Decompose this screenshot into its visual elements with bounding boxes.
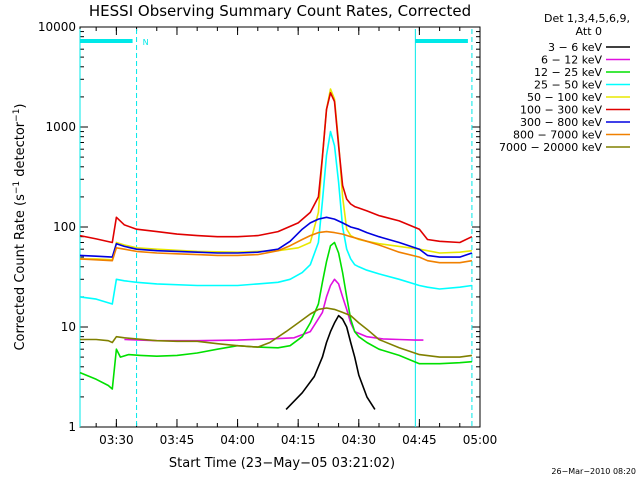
plot-frame [79,26,481,428]
x-tick-label: 04:45 [402,433,437,447]
x-tick-label: 03:30 [99,433,134,447]
x-tick-label: 05:00 [463,433,498,447]
series-line [285,314,376,410]
series-line [79,92,473,244]
series-line [124,278,424,342]
y-axis-label: Corrected Count Rate (s−1 detector−1) [12,103,28,350]
x-tick-label: 04:15 [281,433,316,447]
chart-title: HESSI Observing Summary Count Rates, Cor… [89,2,471,20]
legend-label: 7000 − 20000 keV [499,141,602,154]
series-line [79,130,473,305]
y-label-mid: detector [13,121,28,181]
y-tick-label: 1000 [45,120,76,134]
y-tick-label: 100 [53,220,76,234]
y-label-sup-1: −1 [12,181,22,194]
y-tick-label: 10000 [38,20,76,34]
legend-label: 12 − 25 keV [534,66,602,79]
legend-label: 100 − 300 keV [520,104,602,117]
legend-label: 800 − 7000 keV [513,129,602,142]
y-label-sup-2: −1 [12,109,22,122]
x-tick-labels: 03:30 03:45 04:00 04:15 04:30 04:45 05:00 [99,433,497,447]
series-line [80,88,472,261]
legend-label: 50 − 100 keV [527,91,602,104]
legend-label: 6 − 12 keV [541,54,602,67]
x-tick-label: 03:45 [160,433,195,447]
series-line [79,230,473,264]
legend-header-detectors: Det 1,3,4,5,6,9, [544,12,630,25]
night-markers: N [79,29,473,427]
series-line [80,307,473,358]
series-line [79,241,472,390]
legend-header-attenuator: Att 0 [576,25,602,38]
y-tick-labels: 1 10 100 1000 10000 [38,20,76,434]
footer-date: 26−Mar−2010 08:20 [551,467,636,476]
night-label: N [143,38,149,47]
legend-label: 3 − 6 keV [548,41,602,54]
y-label-end: ) [13,103,28,108]
series-line [79,216,473,258]
y-label-main: Corrected Count Rate (s [13,194,28,351]
legend-label: 25 − 50 keV [534,79,602,92]
x-axis-label: Start Time (23−May−05 03:21:02) [169,456,395,471]
axis-ticks [80,26,481,428]
series-lines [79,88,473,410]
x-tick-label: 04:00 [220,433,255,447]
y-tick-label: 1 [68,420,76,434]
x-tick-label: 04:30 [341,433,376,447]
y-tick-label: 10 [61,320,76,334]
legend-label: 300 − 800 keV [520,116,602,129]
